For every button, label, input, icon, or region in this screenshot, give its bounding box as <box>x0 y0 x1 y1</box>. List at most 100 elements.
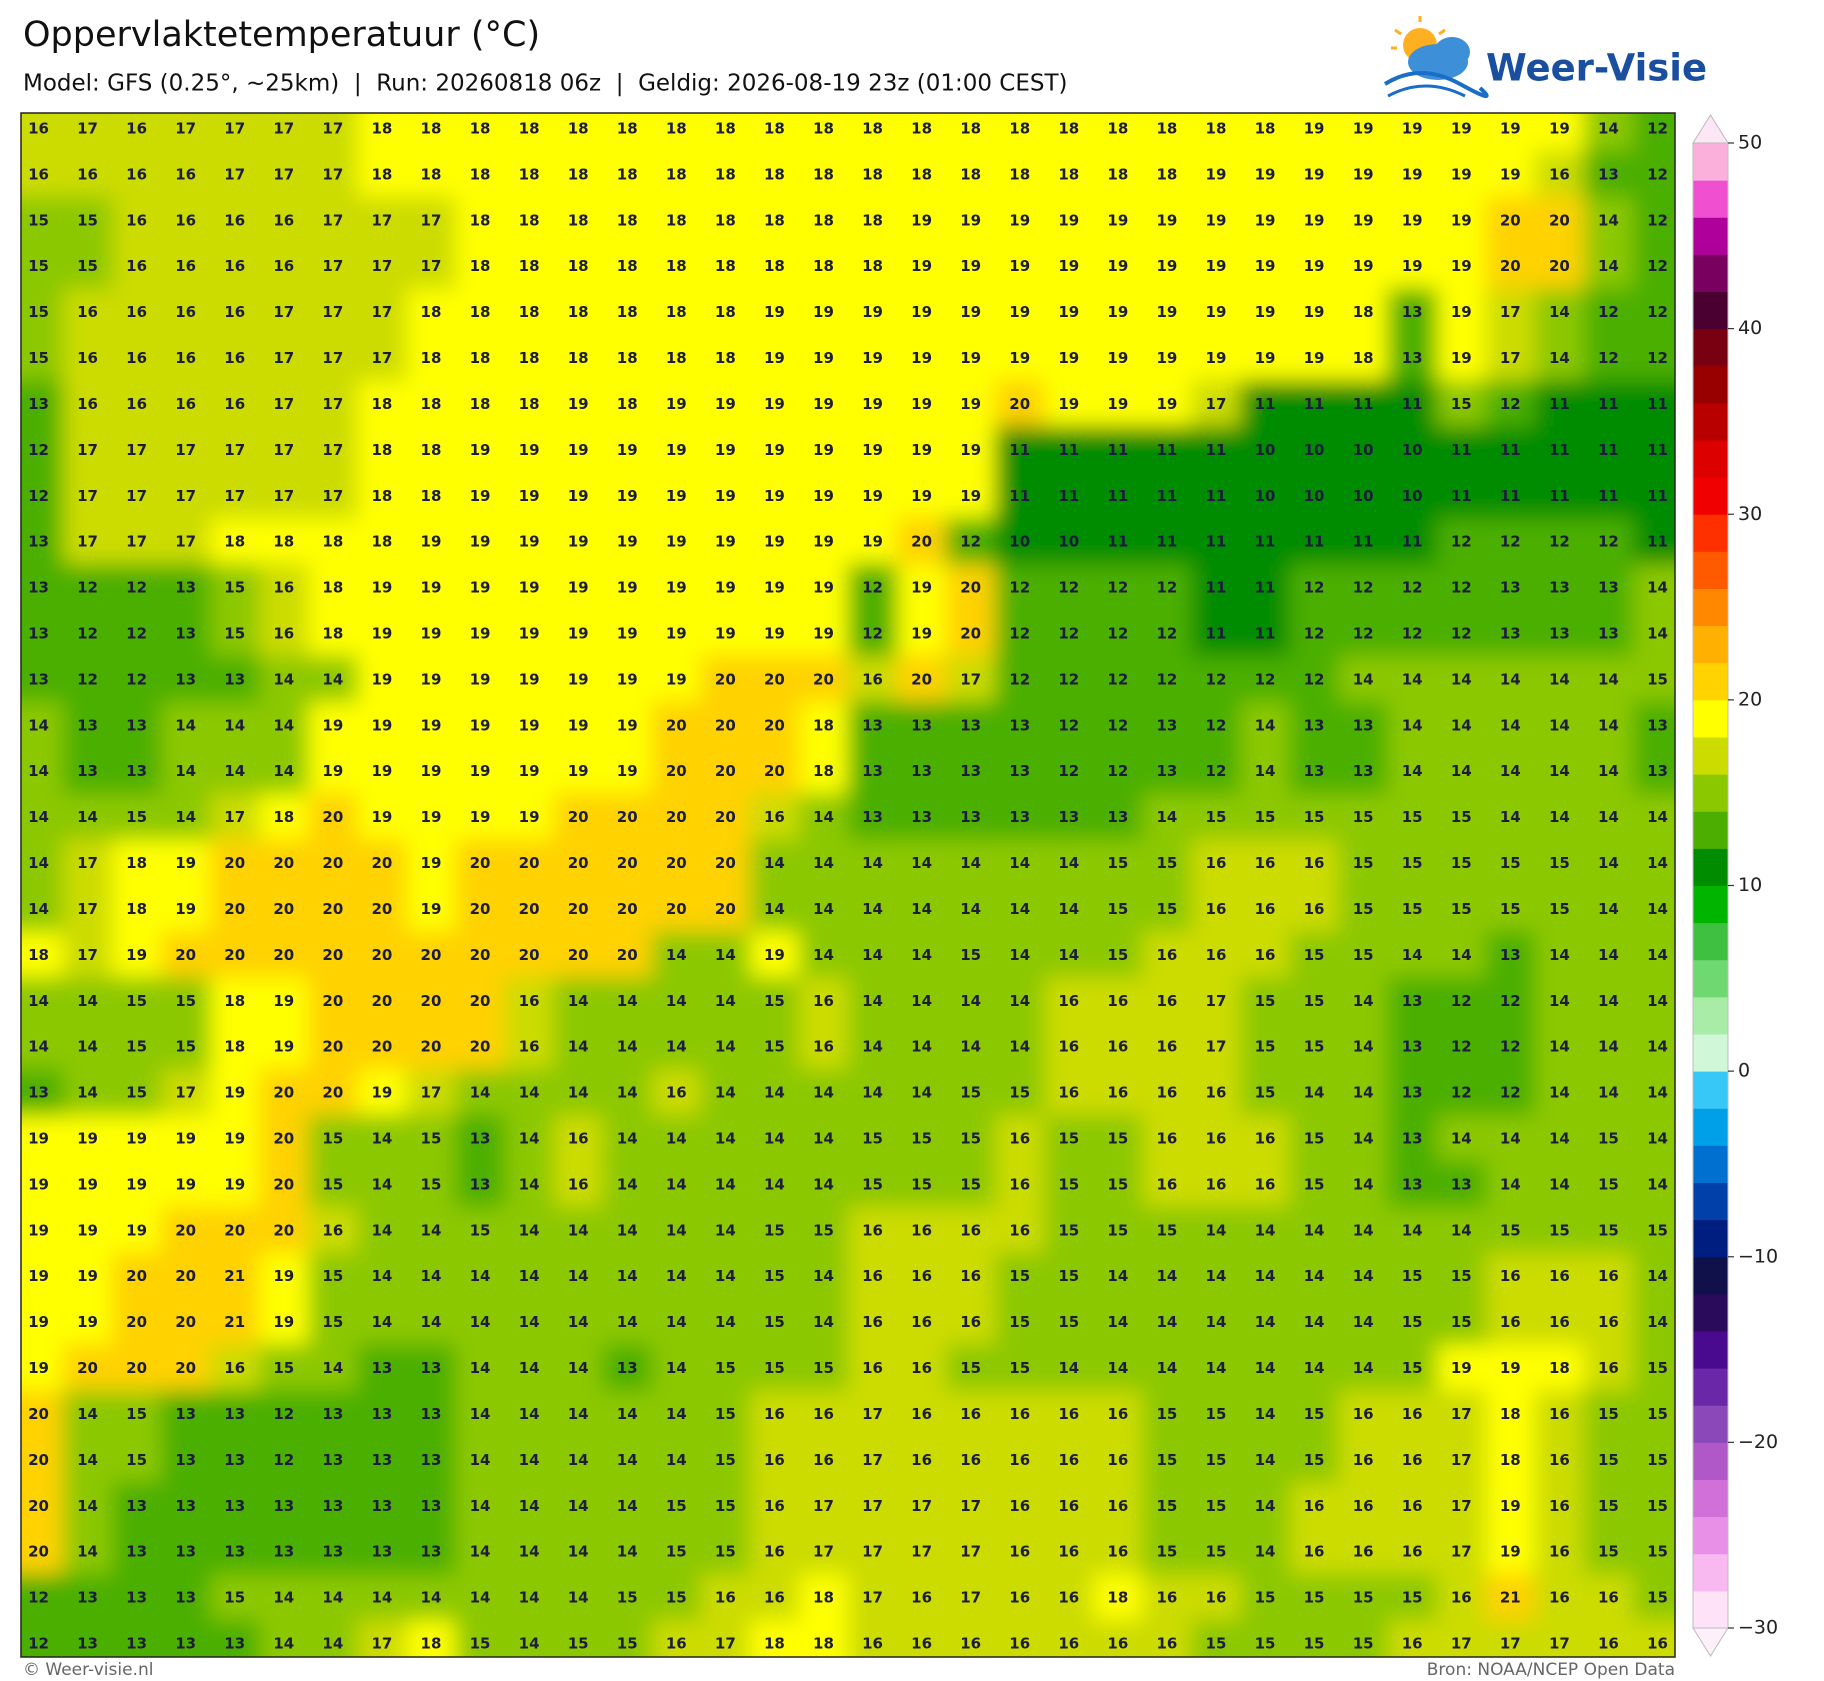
temperature-label: 13 <box>28 625 49 643</box>
temperature-label: 19 <box>960 211 981 229</box>
temperature-label: 17 <box>126 533 147 551</box>
temperature-label: 16 <box>1304 900 1325 918</box>
temperature-label: 19 <box>1009 303 1030 321</box>
temperature-cell <box>63 242 114 290</box>
temperature-cell <box>602 885 653 933</box>
temperature-label: 19 <box>421 762 442 780</box>
temperature-cell <box>1289 426 1340 474</box>
temperature-cell <box>1583 839 1634 887</box>
temperature-label: 14 <box>371 1221 392 1239</box>
temperature-cell <box>651 977 702 1025</box>
temperature-label: 17 <box>1500 303 1521 321</box>
temperature-label: 14 <box>1500 670 1521 688</box>
temperature-cell <box>455 380 506 428</box>
temperature-label: 16 <box>1156 992 1177 1010</box>
temperature-cell <box>112 747 163 795</box>
temperature-label: 14 <box>617 1175 638 1193</box>
temperature-cell <box>161 931 212 979</box>
temperature-cell <box>357 150 408 198</box>
temperature-label: 13 <box>1598 625 1619 643</box>
temperature-label: 14 <box>1156 1313 1177 1331</box>
temperature-cell <box>995 288 1046 336</box>
temperature-label: 17 <box>371 211 392 229</box>
temperature-cell <box>112 380 163 428</box>
temperature-cell <box>995 701 1046 749</box>
temperature-label: 19 <box>617 762 638 780</box>
temperature-cell <box>1387 1115 1438 1162</box>
temperature-label: 20 <box>470 946 491 964</box>
temperature-label: 14 <box>862 1038 883 1056</box>
temperature-label: 20 <box>519 900 540 918</box>
temperature-cell <box>357 977 408 1025</box>
temperature-cell <box>1044 380 1095 428</box>
temperature-cell <box>1142 977 1193 1025</box>
temperature-cell <box>1142 113 1193 152</box>
temperature-cell <box>161 518 212 566</box>
temperature-cell <box>504 1023 555 1071</box>
temperature-label: 14 <box>1107 1267 1128 1285</box>
temperature-cell <box>406 380 457 428</box>
temperature-cell <box>602 793 653 841</box>
temperature-label: 14 <box>1206 1313 1227 1331</box>
temperature-label: 19 <box>568 670 589 688</box>
temperature-cell <box>259 655 310 703</box>
logo-cloud <box>1434 37 1470 67</box>
temperature-label: 11 <box>1009 487 1030 505</box>
temperature-cell <box>1142 1115 1193 1162</box>
temperature-label: 14 <box>960 900 981 918</box>
temperature-cell <box>1387 1069 1438 1117</box>
temperature-label: 19 <box>322 762 343 780</box>
temperature-label: 16 <box>1549 1543 1570 1561</box>
temperature-label: 15 <box>764 1359 785 1377</box>
temperature-label: 18 <box>1009 165 1030 183</box>
temperature-cell <box>504 885 555 933</box>
temperature-cell <box>1338 426 1389 474</box>
temperature-label: 15 <box>1402 808 1423 826</box>
temperature-label: 14 <box>715 946 736 964</box>
temperature-label: 13 <box>1353 762 1374 780</box>
temperature-label: 19 <box>813 395 834 413</box>
temperature-cell <box>455 701 506 749</box>
temperature-label: 14 <box>421 1221 442 1239</box>
temperature-cell <box>602 1298 653 1346</box>
temperature-label: 12 <box>1402 625 1423 643</box>
temperature-label: 18 <box>813 257 834 275</box>
temperature-label: 14 <box>1500 808 1521 826</box>
temperature-label: 18 <box>813 165 834 183</box>
colorbar-segment <box>1693 662 1728 701</box>
temperature-cell <box>798 288 849 336</box>
temperature-label: 16 <box>715 1589 736 1607</box>
temperature-label: 15 <box>1647 1359 1668 1377</box>
temperature-cell <box>455 885 506 933</box>
temperature-cell <box>63 150 114 198</box>
temperature-cell <box>308 334 359 382</box>
temperature-label: 16 <box>126 211 147 229</box>
temperature-cell <box>897 1298 948 1346</box>
temperature-label: 19 <box>1206 165 1227 183</box>
temperature-label: 16 <box>1255 854 1276 872</box>
temperature-label: 14 <box>813 854 834 872</box>
temperature-cell <box>504 113 555 152</box>
temperature-label: 14 <box>77 992 98 1010</box>
temperature-cell <box>357 564 408 612</box>
temperature-label: 16 <box>1107 1451 1128 1469</box>
temperature-label: 13 <box>1500 625 1521 643</box>
temperature-label: 20 <box>371 946 392 964</box>
temperature-cell <box>897 564 948 612</box>
temperature-label: 17 <box>421 211 442 229</box>
temperature-label: 11 <box>1107 441 1128 459</box>
temperature-label: 13 <box>175 579 196 597</box>
temperature-cell <box>1142 1252 1193 1300</box>
temperature-label: 15 <box>960 1175 981 1193</box>
temperature-label: 15 <box>764 1038 785 1056</box>
temperature-cell <box>995 1069 1046 1117</box>
temperature-label: 17 <box>224 441 245 459</box>
temperature-cell <box>63 426 114 474</box>
temperature-label: 13 <box>1402 1175 1423 1193</box>
temperature-label: 16 <box>1549 1589 1570 1607</box>
temperature-label: 11 <box>1009 441 1030 459</box>
temperature-label: 18 <box>715 211 736 229</box>
temperature-cell <box>749 1206 800 1254</box>
temperature-label: 14 <box>1598 808 1619 826</box>
temperature-cell <box>1093 977 1144 1025</box>
